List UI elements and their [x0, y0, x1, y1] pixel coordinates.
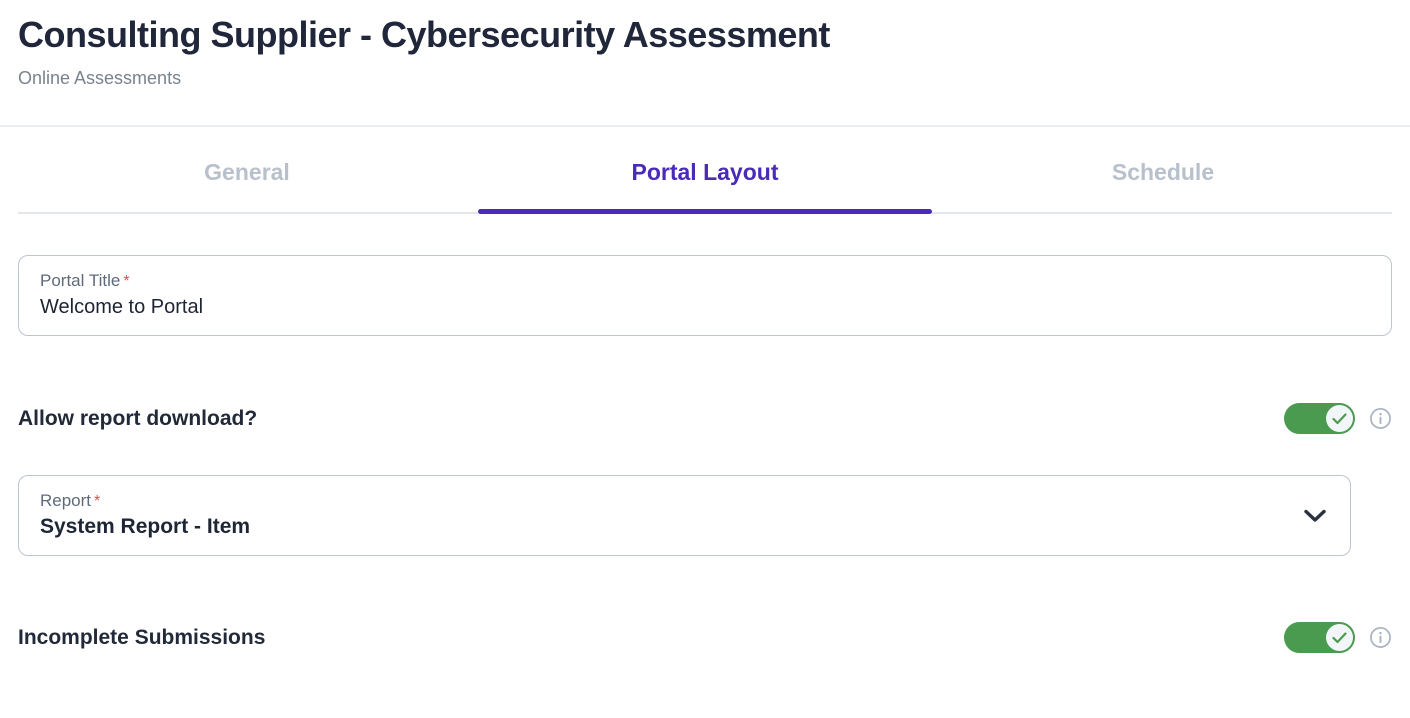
tab-bar: General Portal Layout Schedule [18, 127, 1392, 214]
form-content: Portal Title* Allow report download? [18, 255, 1392, 653]
check-icon [1332, 412, 1347, 424]
allow-report-download-controls [1284, 403, 1392, 434]
chevron-down-icon [1303, 509, 1327, 523]
incomplete-submissions-row: Incomplete Submissions [18, 622, 1392, 653]
portal-title-label-text: Portal Title [40, 271, 121, 291]
tab-general[interactable]: General [204, 159, 290, 185]
allow-report-download-toggle[interactable] [1284, 403, 1355, 434]
page-header: Consulting Supplier - Cybersecurity Asse… [0, 0, 1410, 127]
tab-schedule[interactable]: Schedule [1111, 159, 1215, 185]
incomplete-submissions-controls [1284, 622, 1392, 653]
allow-report-download-label: Allow report download? [18, 406, 258, 430]
toggle-knob [1326, 405, 1353, 432]
page-title: Consulting Supplier - Cybersecurity Asse… [18, 14, 830, 55]
toggle-knob [1326, 624, 1353, 651]
portal-title-field[interactable]: Portal Title * [18, 255, 1392, 336]
incomplete-submissions-toggle[interactable] [1284, 622, 1355, 653]
report-label-text: Report [40, 490, 92, 510]
report-select-field[interactable]: Report * System Report - Item [18, 475, 1351, 556]
tab-portal-layout[interactable]: Portal Layout [476, 127, 934, 214]
portal-title-input[interactable] [40, 295, 1370, 319]
info-icon[interactable] [1369, 407, 1392, 430]
info-icon[interactable] [1369, 626, 1392, 649]
portal-title-label: Portal Title * [40, 270, 1370, 293]
required-asterisk: * [123, 273, 130, 291]
check-icon [1332, 631, 1347, 643]
required-asterisk: * [94, 492, 101, 510]
report-label: Report * [40, 490, 1329, 513]
allow-report-download-row: Allow report download? [18, 403, 1392, 434]
page-subtitle: Online Assessments [18, 68, 182, 89]
report-selected-value: System Report - Item [40, 515, 251, 539]
incomplete-submissions-label: Incomplete Submissions [18, 625, 266, 649]
